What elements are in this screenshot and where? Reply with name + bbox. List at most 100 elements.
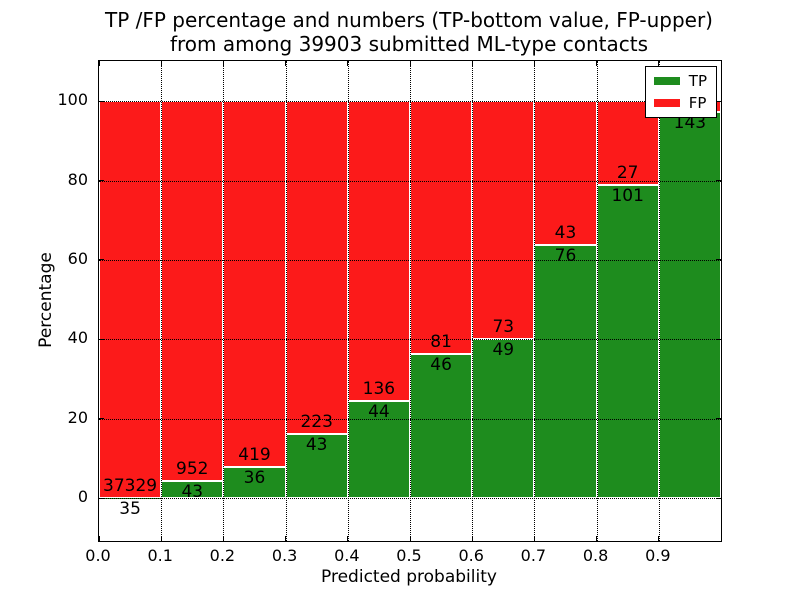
chart-title-line2: from among 39903 submitted ML-type conta… xyxy=(169,32,649,56)
x-tick-mark xyxy=(160,536,162,541)
y-tick-mark xyxy=(716,100,721,102)
gridline-vertical xyxy=(285,61,287,541)
bar-value-label-tp: 43 xyxy=(181,481,204,502)
tp-legend-label: TP xyxy=(688,72,707,90)
x-tick-mark xyxy=(222,61,224,66)
gridline-horizontal xyxy=(99,180,721,182)
bar-value-label-tp: 76 xyxy=(554,245,577,266)
x-tick-mark xyxy=(347,536,349,541)
x-tick-label: 0.1 xyxy=(147,546,173,565)
x-tick-label: 0.3 xyxy=(271,546,298,565)
y-tick-mark xyxy=(716,418,721,420)
x-tick-mark xyxy=(596,536,598,541)
x-tick-label: 0.9 xyxy=(645,546,671,565)
x-tick-label: 0.5 xyxy=(396,546,422,565)
bar-value-label-tp: 46 xyxy=(430,355,452,376)
y-tick-mark xyxy=(99,338,104,340)
x-tick-mark xyxy=(347,61,349,66)
bar-value-label-fp: 43 xyxy=(554,222,577,243)
x-tick-label: 0.7 xyxy=(520,546,547,565)
x-tick-mark xyxy=(471,536,473,541)
y-tick-mark xyxy=(99,497,104,499)
x-tick-mark xyxy=(409,61,411,66)
chart-title-line1: TP /FP percentage and numbers (TP-bottom… xyxy=(105,8,713,32)
x-tick-mark xyxy=(533,61,535,66)
gridline-horizontal xyxy=(99,101,721,103)
x-tick-mark xyxy=(533,536,535,541)
x-tick-label: 0.6 xyxy=(458,546,484,565)
x-tick-mark xyxy=(658,61,660,66)
bar-value-label-tp: 44 xyxy=(368,402,390,423)
chart-title: TP /FP percentage and numbers (TP-bottom… xyxy=(98,8,720,56)
bar-segment-fp xyxy=(223,101,286,467)
x-tick-label: 0.2 xyxy=(209,546,236,565)
gridline-horizontal xyxy=(99,259,721,261)
x-tick-label: 0.8 xyxy=(582,546,609,565)
y-tick-label: 60 xyxy=(67,248,88,268)
bar-segment-tp xyxy=(658,111,721,499)
bar-value-label-tp: 35 xyxy=(119,498,141,519)
bar-value-label-fp: 27 xyxy=(616,162,639,183)
gridline-vertical xyxy=(534,61,536,541)
gridline-vertical xyxy=(596,61,598,541)
gridline-vertical xyxy=(472,61,474,541)
y-tick-mark xyxy=(99,259,104,261)
x-axis-label: Predicted probability xyxy=(321,567,497,587)
legend: TP FP xyxy=(644,66,717,118)
fp-legend-swatch-icon xyxy=(653,99,680,107)
bar-value-label-fp: 223 xyxy=(300,411,333,432)
fp-legend-label: FP xyxy=(688,94,707,112)
legend-item-tp: TP xyxy=(653,72,707,90)
x-tick-mark xyxy=(285,536,287,541)
x-tick-mark xyxy=(285,61,287,66)
legend-item-fp: FP xyxy=(653,94,707,112)
gridline-vertical xyxy=(161,61,163,541)
gridline-horizontal xyxy=(99,498,721,500)
gridline-horizontal xyxy=(99,418,721,420)
y-tick-label: 20 xyxy=(67,407,88,427)
bar-value-label-fp: 419 xyxy=(238,444,271,465)
y-tick-label: 40 xyxy=(67,328,88,348)
bar-segment-tp xyxy=(347,401,410,499)
x-tick-mark xyxy=(98,536,100,541)
x-tick-mark xyxy=(222,536,224,541)
bar-segment-fp xyxy=(285,101,348,434)
bar-value-label-tp: 36 xyxy=(243,467,266,488)
bar-value-label-tp: 43 xyxy=(305,434,328,455)
y-tick-mark xyxy=(716,259,721,261)
bar-segment-tp xyxy=(596,184,659,499)
y-tick-mark xyxy=(99,100,104,102)
y-tick-mark xyxy=(716,338,721,340)
bar-value-label-fp: 81 xyxy=(430,332,452,353)
x-tick-mark xyxy=(98,61,100,66)
gridline-horizontal xyxy=(99,339,721,341)
bar-segment-tp xyxy=(223,466,286,499)
bar-value-label-tp: 101 xyxy=(611,185,644,206)
bar-segment-tp xyxy=(534,244,597,499)
gridline-vertical xyxy=(223,61,225,541)
x-tick-mark xyxy=(658,536,660,541)
y-tick-label: 80 xyxy=(67,169,88,189)
x-tick-label: 0.4 xyxy=(334,546,360,565)
gridline-vertical xyxy=(347,61,349,541)
bar-segment-tp xyxy=(285,433,348,499)
x-tick-mark xyxy=(596,61,598,66)
x-tick-mark xyxy=(160,61,162,66)
bar-value-label-tp: 49 xyxy=(492,339,515,360)
bar-value-label-fp: 952 xyxy=(176,458,209,479)
y-tick-mark xyxy=(716,497,721,499)
bar-segment-fp xyxy=(99,101,162,498)
gridline-vertical xyxy=(410,61,411,541)
x-tick-mark xyxy=(409,536,411,541)
y-tick-mark xyxy=(99,418,104,420)
y-tick-label: 0 xyxy=(77,487,88,507)
y-tick-mark xyxy=(99,180,104,181)
bar-value-label-fp: 136 xyxy=(362,379,396,400)
bar-segment-tp xyxy=(410,354,473,499)
x-tick-label: 0.0 xyxy=(85,546,111,565)
gridline-vertical xyxy=(658,61,660,541)
bar-segment-fp xyxy=(410,101,473,355)
y-tick-mark xyxy=(716,180,721,181)
bar-segment-fp xyxy=(161,101,224,481)
tp-legend-swatch-icon xyxy=(653,77,680,85)
